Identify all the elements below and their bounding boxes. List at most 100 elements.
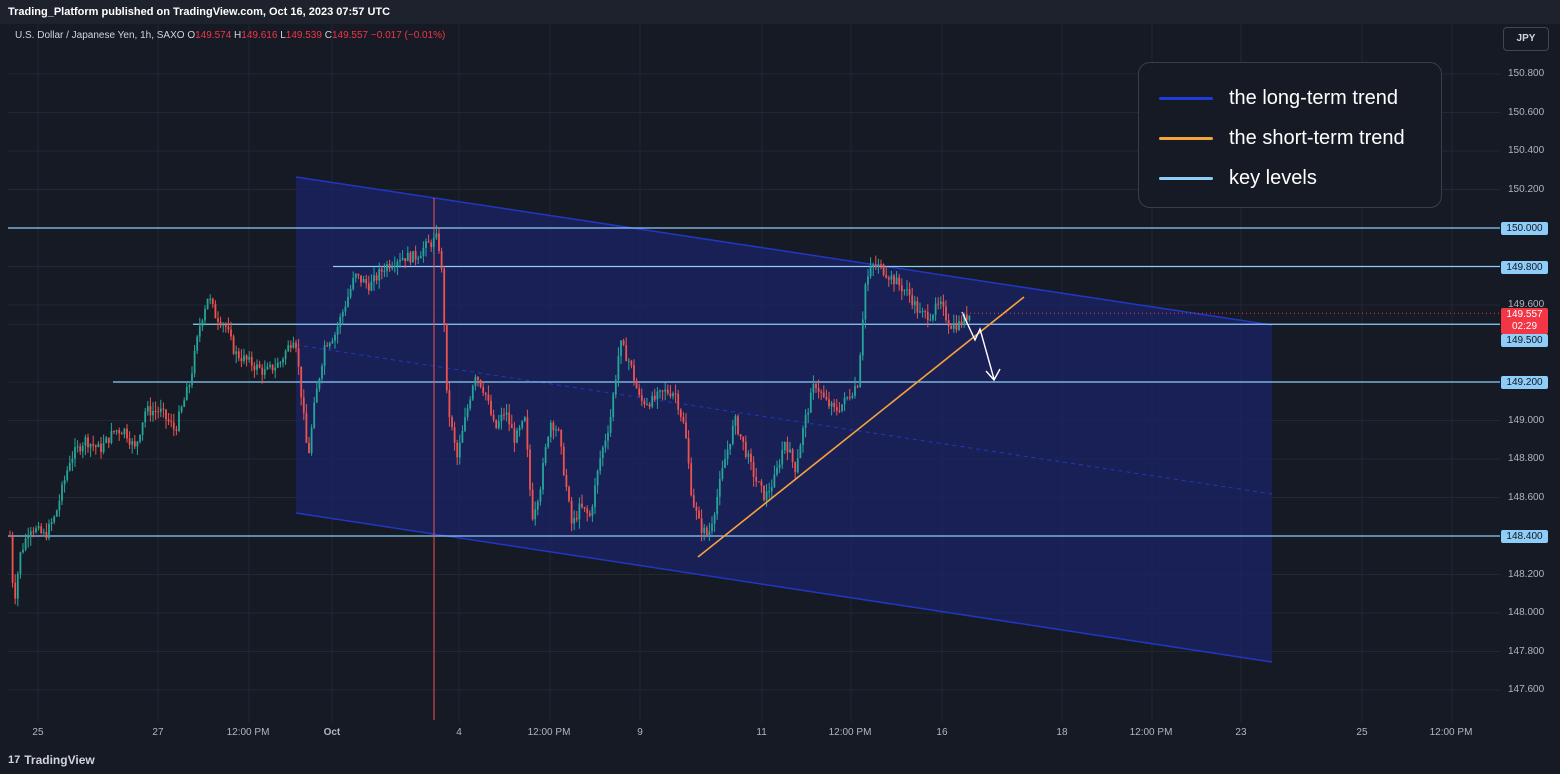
candle-body bbox=[388, 264, 391, 269]
candle-body bbox=[947, 320, 950, 327]
candle-body bbox=[682, 416, 685, 423]
candle-body bbox=[648, 404, 651, 407]
candle-body bbox=[295, 342, 297, 349]
candle-body bbox=[308, 442, 310, 453]
candle-body bbox=[341, 311, 344, 317]
candle-body bbox=[386, 264, 388, 272]
legend-swatch-long-term bbox=[1159, 96, 1213, 100]
candle-body bbox=[651, 395, 654, 407]
candle-body bbox=[456, 442, 459, 458]
candle-body bbox=[466, 408, 469, 418]
candle-body bbox=[789, 449, 791, 453]
candle-body bbox=[183, 400, 186, 407]
candle-body bbox=[414, 251, 417, 260]
candle-body bbox=[659, 390, 661, 392]
candle-body bbox=[817, 388, 820, 392]
tradingview-logo[interactable]: 17 TradingView bbox=[8, 753, 95, 767]
candle-body bbox=[900, 285, 903, 292]
candle-body bbox=[534, 509, 537, 520]
legend-item-key-levels: key levels bbox=[1159, 166, 1317, 190]
x-tick-label: 12:00 PM bbox=[527, 727, 571, 738]
candle-body bbox=[292, 342, 295, 348]
candle-body bbox=[495, 420, 498, 429]
y-tick-label: 149.600 bbox=[1508, 299, 1545, 310]
candle-body bbox=[932, 314, 934, 320]
candle-body bbox=[809, 392, 812, 413]
y-tick-label: 150.200 bbox=[1508, 183, 1545, 195]
candle-body bbox=[344, 306, 347, 312]
projection-arrow bbox=[961, 311, 995, 380]
open-label: O bbox=[187, 30, 196, 41]
candle-body bbox=[640, 395, 643, 401]
candle-body bbox=[575, 518, 578, 520]
candle-body bbox=[484, 392, 487, 395]
candle-body bbox=[128, 438, 131, 445]
candle-body bbox=[271, 364, 274, 371]
close-value: 149.557 bbox=[331, 30, 369, 41]
candle-body bbox=[906, 289, 908, 291]
candle-body bbox=[924, 311, 927, 313]
candle-body bbox=[960, 321, 963, 326]
close-label: C bbox=[324, 30, 332, 41]
candle-body bbox=[310, 427, 313, 453]
candle-body bbox=[165, 409, 167, 420]
candle-body bbox=[19, 552, 22, 574]
candle-body bbox=[401, 258, 404, 260]
candle-body bbox=[926, 311, 929, 321]
legend-box: the long-term trend the short-term trend… bbox=[1138, 62, 1442, 208]
candle-body bbox=[700, 518, 703, 533]
candle-body bbox=[601, 447, 604, 459]
candle-body bbox=[206, 298, 209, 310]
x-tick-label: 25 bbox=[32, 727, 44, 738]
candle-body bbox=[139, 434, 141, 442]
candle-body bbox=[113, 430, 115, 432]
candle-body bbox=[573, 518, 576, 524]
legend-swatch-key-levels bbox=[1159, 176, 1213, 180]
candle-body bbox=[9, 536, 11, 537]
candle-body bbox=[843, 397, 846, 405]
candle-body bbox=[435, 233, 438, 238]
candle-body bbox=[861, 319, 864, 356]
candle-body bbox=[302, 397, 305, 413]
bottom-bar bbox=[0, 744, 1560, 774]
candle-body bbox=[846, 396, 849, 398]
candle-body bbox=[58, 500, 61, 511]
candle-body bbox=[313, 402, 316, 428]
candle-body bbox=[373, 275, 375, 282]
candle-body bbox=[656, 391, 659, 400]
candle-body bbox=[448, 390, 451, 418]
candle-body bbox=[835, 407, 838, 411]
candle-body bbox=[438, 233, 440, 251]
candle-body bbox=[544, 447, 547, 464]
candle-body bbox=[430, 242, 433, 247]
candle-body bbox=[323, 345, 326, 366]
symbol-info: U.S. Dollar / Japanese Yen, 1h, SAXO O14… bbox=[15, 30, 445, 41]
candle-body bbox=[965, 314, 968, 321]
candle-body bbox=[191, 373, 193, 386]
candle-body bbox=[786, 442, 789, 453]
candle-body bbox=[66, 470, 69, 480]
candle-body bbox=[464, 417, 466, 431]
candle-body bbox=[807, 412, 810, 415]
candle-body bbox=[877, 264, 880, 267]
candle-body bbox=[412, 251, 414, 263]
currency-button[interactable]: JPY bbox=[1503, 27, 1549, 51]
candle-body bbox=[461, 430, 464, 443]
candle-body bbox=[305, 412, 308, 443]
candle-body bbox=[188, 385, 191, 387]
candle-body bbox=[107, 437, 110, 443]
candle-body bbox=[828, 399, 830, 407]
candle-body bbox=[950, 326, 953, 329]
candle-body bbox=[638, 388, 641, 396]
candle-body bbox=[367, 283, 370, 291]
candle-body bbox=[643, 400, 646, 405]
candle-body bbox=[214, 303, 217, 319]
candle-body bbox=[880, 264, 882, 266]
short-term-trendline bbox=[697, 296, 1025, 558]
candle-body bbox=[687, 438, 690, 464]
candle-body bbox=[765, 491, 768, 501]
candle-body bbox=[718, 478, 721, 497]
candle-body bbox=[911, 295, 914, 306]
candle-body bbox=[193, 350, 196, 374]
candle-body bbox=[393, 265, 396, 267]
